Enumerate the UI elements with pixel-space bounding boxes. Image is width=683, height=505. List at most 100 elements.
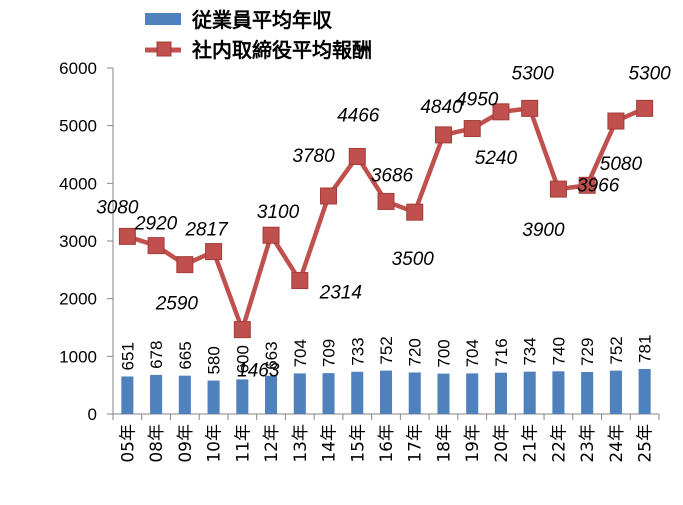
x-tick-label: 18年 — [434, 424, 454, 463]
bar-value-label: 700 — [434, 339, 453, 367]
bar — [293, 373, 306, 414]
line-marker — [233, 321, 251, 339]
data-labels: 651 678 665 580 600 663 704 709 733 752 720 700 704 7… — [96, 63, 671, 381]
line-value-label: 3100 — [257, 202, 300, 223]
y-tick-label: 5000 — [59, 117, 97, 136]
y-tick-label: 6000 — [59, 59, 97, 78]
y-tick-label: 0 — [88, 405, 97, 424]
bar — [638, 368, 651, 414]
line-value-label: 2590 — [155, 294, 199, 315]
bar-value-label: 678 — [147, 341, 166, 369]
x-tick-label: 11年 — [233, 424, 253, 463]
bar — [581, 371, 594, 414]
bar-value-label: 733 — [348, 337, 367, 365]
line-marker — [262, 226, 280, 244]
bar-value-label: 663 — [262, 341, 281, 369]
bar — [178, 375, 191, 414]
bar-value-label: 704 — [291, 339, 310, 367]
line-marker — [205, 243, 223, 261]
x-tick-label: 12年 — [262, 424, 282, 463]
x-tick-label: 24年 — [607, 424, 627, 463]
line-marker — [492, 103, 510, 121]
bar-value-label: 752 — [607, 336, 626, 364]
line-value-label: 3686 — [371, 165, 414, 186]
line-marker — [348, 147, 366, 165]
bar-value-label: 781 — [636, 335, 655, 363]
bar-value-label: 716 — [492, 338, 511, 366]
x-tick-label: 19年 — [463, 424, 483, 463]
line-value-label: 5300 — [512, 63, 555, 84]
line-value-label: 2314 — [319, 283, 362, 304]
x-tick-label: 20年 — [492, 424, 512, 463]
line-value-label: 3780 — [292, 146, 335, 167]
line-value-label: 4466 — [337, 105, 380, 126]
line-value-label: 5080 — [600, 154, 643, 175]
x-tick-label: 25年 — [636, 424, 656, 463]
bar-value-label: 580 — [205, 346, 224, 374]
line-value-label: 3900 — [522, 220, 565, 241]
line-marker — [578, 176, 596, 194]
line-value-label: 3080 — [96, 197, 139, 218]
line-marker — [607, 112, 625, 130]
line-marker — [147, 237, 165, 255]
line-marker — [463, 120, 481, 138]
bar — [379, 370, 393, 414]
line-marker — [521, 99, 539, 117]
bar — [609, 370, 622, 414]
bar — [494, 372, 507, 414]
y-tick-label: 4000 — [59, 174, 97, 193]
x-tick-label: 13年 — [291, 424, 311, 463]
line-marker — [320, 187, 338, 205]
x-tick-label: 10年 — [205, 424, 225, 463]
line-value-label: 2817 — [184, 220, 229, 241]
y-tick-label: 3000 — [59, 232, 97, 251]
line-marker — [636, 99, 654, 117]
line-marker — [377, 192, 395, 210]
bar-value-label: 600 — [233, 345, 252, 373]
x-tick-label: 15年 — [348, 424, 368, 463]
line-value-label: 4840 — [420, 97, 463, 118]
legend-line-label: 社内取締役平均報酬 — [191, 38, 372, 62]
x-tick-label: 16年 — [377, 424, 397, 463]
bar — [236, 379, 249, 414]
bar — [466, 373, 479, 414]
axes: 0 1000 2000 3000 4000 5000 6000 05年 08年 09年 10年 11年… — [59, 59, 660, 463]
legend: 従業員平均年収 社内取締役平均報酬 — [145, 8, 372, 62]
bar-value-label: 665 — [176, 341, 195, 369]
x-tick-label: 17年 — [406, 424, 426, 463]
x-tick-label: 14年 — [320, 424, 340, 463]
line-marker — [406, 203, 424, 221]
line-value-label: 5240 — [475, 148, 518, 169]
line-marker — [549, 180, 567, 198]
line-value-label: 1463 — [237, 361, 280, 382]
line-series — [118, 99, 654, 339]
line-value-label: 5300 — [628, 63, 671, 84]
bar — [523, 371, 536, 414]
y-tick-label: 1000 — [59, 347, 97, 366]
bar-value-label: 709 — [320, 339, 339, 367]
bar — [552, 371, 565, 414]
line-value-label: 3500 — [392, 249, 435, 270]
line-marker — [434, 126, 452, 144]
bar — [437, 373, 450, 414]
line-marker — [291, 272, 309, 290]
bar-value-label: 752 — [377, 336, 396, 364]
bar-value-label: 729 — [578, 338, 597, 366]
bar — [121, 376, 134, 414]
bar — [351, 371, 364, 414]
bar — [150, 374, 163, 414]
legend-bar-swatch — [145, 13, 181, 25]
x-tick-label: 21年 — [521, 424, 541, 463]
line-marker — [176, 256, 194, 274]
bar-value-label: 740 — [549, 337, 568, 365]
line-value-label: 4950 — [456, 90, 499, 111]
x-tick-label: 08年 — [147, 424, 167, 463]
bar-value-label: 651 — [118, 342, 137, 370]
legend-line-marker — [156, 41, 172, 57]
x-tick-label: 23年 — [578, 424, 598, 463]
line-value-label: 2920 — [134, 214, 178, 235]
bar — [265, 375, 278, 414]
bar — [322, 373, 335, 414]
y-tick-label: 2000 — [59, 290, 97, 309]
